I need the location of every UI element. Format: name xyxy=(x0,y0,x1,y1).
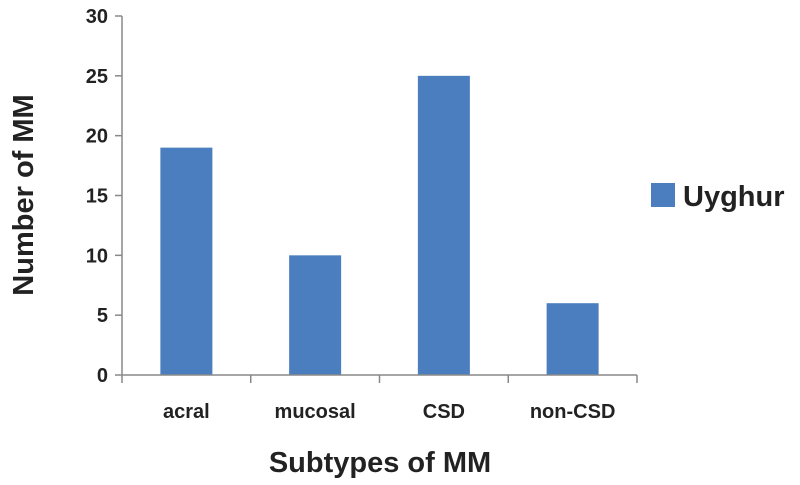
y-tick-label: 20 xyxy=(86,126,108,148)
bar-non-csd xyxy=(546,303,599,375)
x-tick-label: non-CSD xyxy=(530,401,616,423)
y-tick-label: 30 xyxy=(86,6,108,28)
x-tick-label: CSD xyxy=(423,401,465,423)
bars xyxy=(160,75,599,375)
x-tick-label: mucosal xyxy=(275,401,356,423)
legend-swatch xyxy=(651,183,675,207)
y-axis-ticks: 0 5 10 15 20 25 30 xyxy=(86,6,122,387)
x-axis-category-labels: acral mucosal CSD non-CSD xyxy=(163,401,615,423)
bar-acral xyxy=(160,147,213,375)
x-tick-label: acral xyxy=(163,401,210,423)
y-tick-label: 15 xyxy=(86,186,108,208)
y-tick-label: 5 xyxy=(97,305,108,327)
legend-label: Uyghur xyxy=(683,181,785,213)
x-axis-title: Subtypes of MM xyxy=(269,447,491,479)
y-tick-label: 25 xyxy=(86,66,108,88)
y-tick-label: 0 xyxy=(97,365,108,387)
x-axis-ticks xyxy=(121,375,638,383)
y-tick-label: 10 xyxy=(86,245,108,267)
bar-mucosal xyxy=(289,255,342,375)
legend: Uyghur xyxy=(651,181,785,213)
y-axis-title: Number of MM xyxy=(8,94,40,295)
bar-csd xyxy=(417,75,470,375)
